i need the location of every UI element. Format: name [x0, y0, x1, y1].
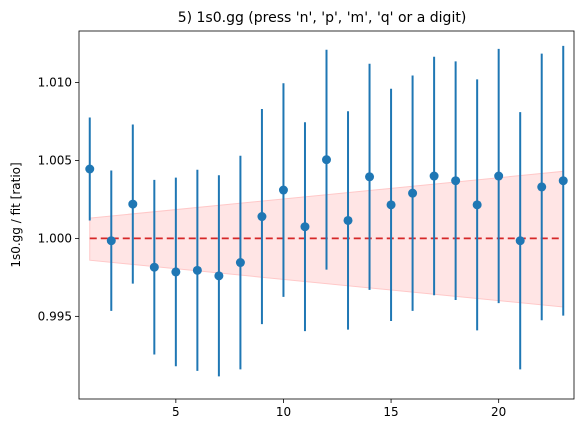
- data-point: [322, 155, 331, 165]
- data-point: [429, 171, 439, 181]
- data-point: [472, 200, 482, 210]
- data-point: [235, 258, 245, 268]
- data-point: [278, 185, 288, 195]
- data-point: [515, 236, 525, 246]
- data-point: [365, 172, 375, 182]
- data-point: [408, 188, 418, 198]
- data-point: [192, 265, 202, 275]
- data-point: [128, 199, 138, 209]
- y-tick-label: 0.995: [38, 309, 72, 323]
- plot-frame: [78, 30, 575, 400]
- data-point: [558, 176, 568, 186]
- y-tick-label: 1.000: [38, 231, 72, 245]
- x-tick-label: 20: [491, 405, 506, 419]
- data-point: [85, 164, 95, 174]
- y-tick-label: 1.010: [38, 75, 72, 89]
- data-point-layer: [85, 155, 568, 281]
- data-point: [214, 271, 224, 281]
- data-point: [171, 267, 181, 277]
- axis-tick-layer: 5 10 15 20 0.995 1.000 1.005 1.010: [38, 75, 507, 419]
- data-point: [386, 200, 396, 210]
- chart-title: 5) 1s0.gg (press 'n', 'p', 'm', 'q' or a…: [178, 10, 467, 26]
- data-point: [257, 212, 267, 222]
- data-point: [343, 215, 353, 225]
- data-point: [537, 182, 547, 192]
- data-point: [106, 236, 116, 246]
- x-tick-label: 15: [383, 405, 398, 419]
- data-point: [300, 222, 310, 232]
- data-point: [451, 176, 461, 186]
- x-tick-label: 5: [172, 405, 180, 419]
- y-tick-label: 1.005: [38, 153, 72, 167]
- data-point: [149, 262, 159, 272]
- x-tick-label: 10: [276, 405, 291, 419]
- y-axis-label: 1s0.gg / fit [ratio]: [9, 162, 23, 267]
- data-point: [494, 171, 504, 181]
